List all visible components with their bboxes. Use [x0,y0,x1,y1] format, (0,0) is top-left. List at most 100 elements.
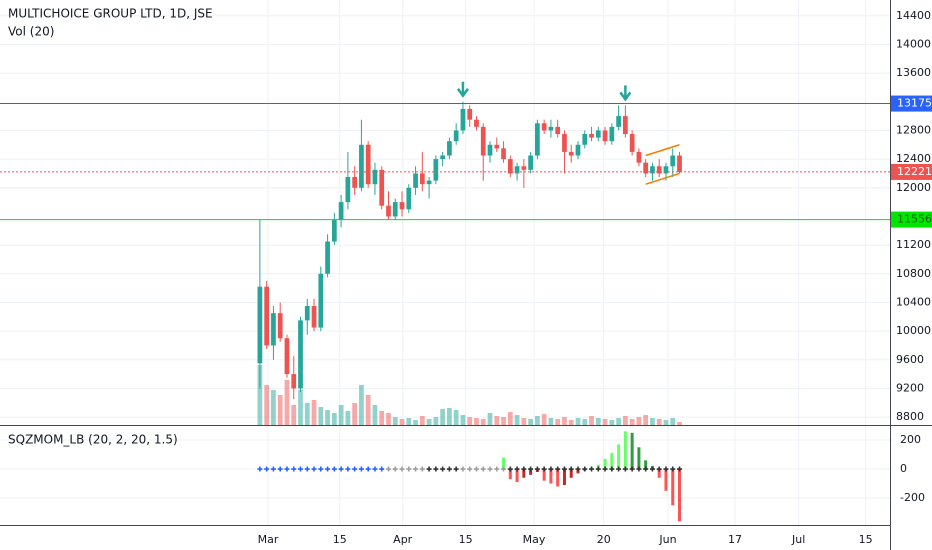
volume-bar [562,417,567,425]
plot [0,81,890,522]
volume-bar [589,416,594,425]
indicator-tick-label: 0 [900,462,907,475]
candle-body [494,144,500,149]
y-tick-label: 12000 [896,181,931,194]
volume-bar [298,390,303,425]
squeeze-dot [345,466,351,472]
volume-bar [406,418,412,425]
squeeze-dot [575,466,581,472]
volume-bar [514,415,520,425]
candle-body [311,306,317,328]
candle-body [372,169,378,185]
momentum-bar [617,444,621,470]
candle-body [528,155,533,170]
y-tick-label: 14000 [896,37,931,50]
volume-bar [568,420,574,425]
squeeze-dot [291,466,297,472]
candle-body [331,220,337,242]
axis-labels: Mar 15 Apr 15 May 20 Jun 17 Jul 15 8800 9200 9600 100… [258,9,932,546]
candle-body [589,134,594,138]
momentum-bar [542,469,546,481]
squeeze-dot [331,466,337,472]
volume-bar [284,380,290,425]
squeeze-dot [670,466,676,472]
price-level-label: 12221 [897,165,932,178]
y-tick-label: 9200 [896,381,924,394]
y-tick-label: 10400 [896,295,931,308]
candle-body [643,162,649,174]
volume-bar [271,390,276,425]
squeeze-dot [555,466,561,472]
price-level-label: 13175 [897,97,932,110]
candle-body [365,144,371,185]
squeeze-dot [413,466,419,472]
candle-body [636,151,642,163]
x-tick-label: 15 [859,533,873,546]
volume-bar [359,385,364,425]
volume-bar [433,417,439,425]
momentum-bar [522,469,526,478]
squeeze-dot [656,466,662,472]
squeeze-dot [622,466,628,472]
candle-body [656,166,662,174]
squeeze-dot [663,466,669,472]
momentum-bar [502,457,506,470]
squeeze-dot [602,466,608,472]
volume-bar [338,405,344,425]
squeeze-dot [284,466,290,472]
squeeze-dot [352,466,358,472]
candle-body [318,273,324,328]
squeeze-dot [399,466,405,472]
squeeze-dot [629,466,635,472]
squeeze-dot [494,466,500,472]
price-level-badge [891,95,932,112]
candle-body [277,313,283,339]
candle-body [521,166,527,170]
volume-bar [507,412,513,425]
momentum-bar [603,458,607,470]
volume-bar [555,419,561,425]
volume-bar [440,409,445,425]
squeeze-dot [277,466,283,472]
candle-body [650,166,655,174]
volume-bar [670,418,676,425]
volume-bar [494,416,500,425]
candle-body [460,108,466,131]
volume-bar [521,418,527,425]
candle-body [433,159,439,181]
candle-body [440,155,445,160]
arrow-marker [619,85,632,102]
arrow-marker [456,81,469,98]
squeeze-dot [636,466,642,472]
candle-body [379,169,385,206]
x-tick-label: 15 [459,533,473,546]
x-tick-label: Mar [258,533,279,546]
y-tick-label: 9600 [896,353,924,366]
price-level-badge [891,163,932,180]
candle-body [548,126,554,131]
volume-bar [318,407,324,425]
volume-bar [595,418,601,425]
squeeze-dot [568,466,574,472]
price-level-label: 11556 [897,213,932,226]
squeeze-dot [372,466,378,472]
candle-body [426,180,432,185]
candle-body [386,205,391,217]
candle-body [419,173,425,185]
volume-bar [365,395,371,425]
squeeze-dot [365,466,371,472]
squeeze-dot [304,466,310,472]
candle-body [345,177,351,203]
volume-bar [677,422,682,425]
candle-body [501,148,506,160]
momentum-bar [549,469,553,484]
squeeze-dot [480,466,486,472]
momentum-bar [671,469,675,506]
squeeze-dot [589,466,595,472]
candle-body [609,126,615,142]
squeeze-dot [311,466,317,472]
candle-body [602,130,608,142]
momentum-bar [623,431,627,470]
